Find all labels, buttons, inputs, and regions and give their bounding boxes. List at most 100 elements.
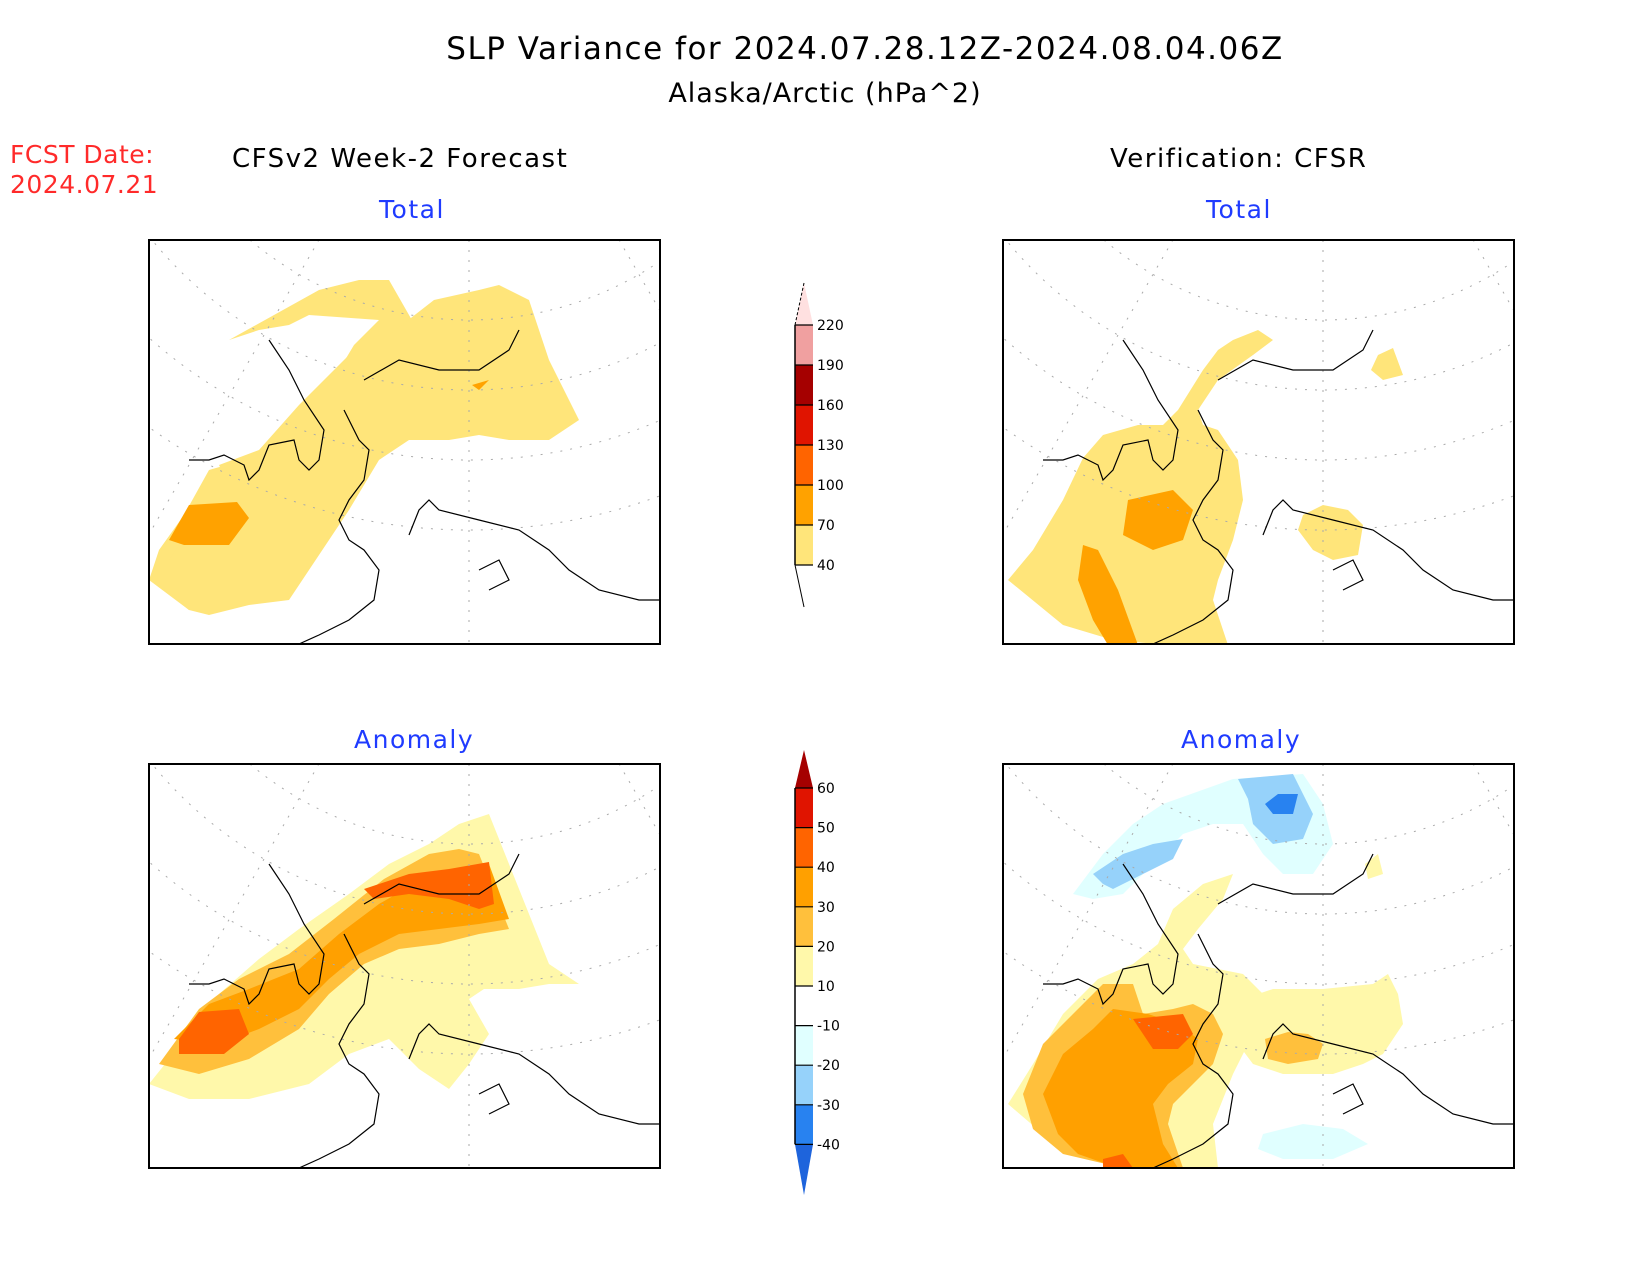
coastline: [1332, 559, 1364, 591]
fcst-date-value: 2024.07.21: [10, 170, 159, 199]
contour-fill-12: [1258, 1124, 1368, 1159]
coastline: [1217, 853, 1374, 905]
fcst-date-label: FCST Date:: [10, 140, 155, 169]
contour-fill-2: [1093, 839, 1183, 889]
chart-title: SLP Variance for 2024.07.28.12Z-2024.08.…: [446, 31, 1284, 67]
map-forecast-total: [149, 240, 660, 644]
colorbar-bottom-arrow: [795, 565, 813, 607]
colorbar-tick-label: -20: [817, 1058, 840, 1074]
contour-fill-1: [1008, 330, 1273, 644]
contour-fill-3: [169, 502, 249, 545]
map-frame: [1002, 763, 1515, 1169]
colorbar-tick-label: 70: [817, 518, 835, 534]
colorbar-anomaly: 60 50 40 30 20 10 -10 -20 -30 -40: [794, 750, 840, 1195]
contour-fill-9: [1103, 1154, 1133, 1168]
colorbar-tick-label: 30: [817, 900, 835, 916]
longitude-gridline: [149, 240, 320, 536]
colorbar-top-arrow: [795, 750, 813, 788]
right-column-title: Verification: CFSR: [1110, 144, 1368, 174]
colorbar-tick-label: 160: [817, 398, 844, 414]
colorbar-band: [795, 827, 813, 868]
colorbar-tick-label: -30: [817, 1098, 840, 1114]
colorbar-band: [795, 986, 813, 1026]
fcst-date-block: FCST Date: 2024.07.21: [10, 140, 158, 200]
colorbar-tick-label: 100: [817, 478, 844, 494]
colorbar-bottom-arrow-edge: [794, 564, 805, 608]
colorbar-tick-label: -10: [817, 1019, 840, 1035]
colorbar-band: [795, 485, 813, 525]
coastline: [1262, 1023, 1514, 1125]
colorbar-band: [795, 405, 813, 445]
coastline: [408, 1023, 660, 1125]
colorbar-tick-label: 190: [817, 358, 844, 374]
map-frame: [148, 239, 661, 645]
map-verification-anomaly: [1003, 764, 1514, 1168]
coastline: [1332, 1083, 1364, 1115]
contour-fill-5: [364, 862, 494, 909]
contour-fill-4: [1265, 794, 1298, 814]
colorbar-band: [795, 325, 813, 365]
contour-fill-3: [174, 864, 509, 1044]
colorbar-tick-label: 130: [817, 438, 844, 454]
coastline: [298, 933, 380, 1168]
contour-fill-13: [1365, 854, 1383, 879]
panel-title-top-left: Total: [379, 195, 445, 224]
colorbar-tick-label: 220: [817, 318, 844, 334]
contour-fill-4: [179, 1009, 249, 1054]
contour-fill-8: [1133, 1014, 1193, 1049]
map-frame: [148, 763, 661, 1169]
panel-title-bottom-left: Anomaly: [354, 725, 475, 754]
colorbar-tick-label: 10: [817, 979, 835, 995]
map-verification-total: [1003, 240, 1514, 644]
colorbar-band: [795, 788, 813, 828]
map-frame: [1002, 239, 1515, 645]
left-column-title: CFSv2 Week-2 Forecast: [232, 144, 569, 174]
colorbar-band: [795, 867, 813, 907]
coastline: [363, 329, 520, 381]
colorbar-total: 220 190 160 130 100 70 40: [794, 282, 844, 608]
coastline: [1217, 329, 1374, 381]
panel-title-top-right: Total: [1206, 195, 1272, 224]
contour-fill-4: [472, 380, 489, 390]
colorbar-tick-label: 20: [817, 939, 835, 955]
coastline: [1152, 409, 1234, 644]
coastline: [189, 339, 325, 482]
coastline: [478, 559, 510, 591]
colorbar-top-arrow-edge: [794, 282, 805, 326]
map-forecast-anomaly: [149, 764, 660, 1168]
colorbar-tick-label: 40: [817, 860, 835, 876]
coastline: [408, 499, 660, 601]
contour-fill-3: [1078, 545, 1138, 644]
longitude-gridline: [1003, 764, 1174, 1060]
coastline: [1152, 933, 1234, 1168]
colorbar-band: [795, 365, 813, 405]
coastline: [478, 1083, 510, 1115]
coastline: [1043, 863, 1179, 1006]
colorbar-tick-label: 40: [817, 558, 835, 574]
colorbar-band: [795, 445, 813, 485]
contour-fill-2: [1123, 490, 1193, 550]
coastline: [298, 409, 380, 644]
panel-title-bottom-right: Anomaly: [1181, 725, 1302, 754]
coastline: [189, 863, 325, 1006]
colorbar-band: [795, 525, 813, 565]
colorbar-tick-label: 50: [817, 821, 835, 837]
chart-subtitle: Alaska/Arctic (hPa^2): [668, 78, 982, 109]
colorbar-band: [795, 946, 813, 986]
coastline: [1043, 339, 1179, 482]
contour-fill-4: [1298, 505, 1363, 560]
colorbar-band: [795, 1065, 813, 1105]
longitude-gridline: [149, 764, 320, 1060]
coastline: [363, 853, 520, 905]
coastline: [1262, 499, 1514, 601]
contour-fill-11: [1265, 1032, 1323, 1064]
colorbar-bottom-arrow: [795, 1144, 813, 1195]
colorbar-tick-label: -40: [817, 1137, 840, 1153]
contour-fill-5: [1371, 348, 1403, 380]
colorbar-band: [795, 906, 813, 947]
colorbar-tick-label: 60: [817, 781, 835, 797]
colorbar-band: [795, 1025, 813, 1066]
colorbar-band: [795, 1104, 813, 1145]
longitude-gridline: [1003, 240, 1174, 536]
colorbar-top-arrow: [795, 283, 813, 325]
